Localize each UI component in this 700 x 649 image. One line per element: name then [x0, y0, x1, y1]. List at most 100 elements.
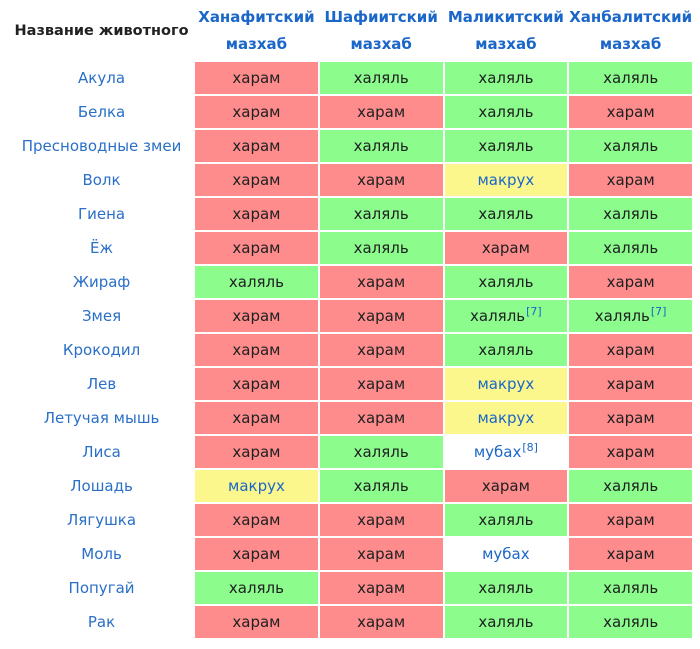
ruling-text: харам — [232, 307, 281, 325]
ruling-text[interactable]: макрух — [228, 477, 285, 495]
column-header-line1: Шафиитский — [324, 8, 438, 26]
ruling-cell-shafii: халяль — [319, 470, 443, 502]
ruling-cell-maliki: халяль — [444, 62, 568, 94]
ruling-text: харам — [357, 307, 406, 325]
ruling-text: харам — [232, 545, 281, 563]
ruling-cell-hanafi: халяль — [195, 572, 318, 604]
ruling-cell-maliki[interactable]: макрух — [444, 402, 568, 434]
ruling-cell-hanbali: халяль — [569, 572, 692, 604]
animal-name-link[interactable]: Акула — [10, 62, 194, 94]
animal-name-link[interactable]: Лев — [10, 368, 194, 400]
ruling-cell-shafii: харам — [319, 266, 443, 298]
footnote-reference[interactable]: [7] — [526, 305, 542, 318]
ruling-text: харам — [232, 341, 281, 359]
table-row: Акула харам халяль халяль халяль — [10, 62, 692, 94]
ruling-text: халяль — [603, 239, 659, 257]
ruling-text[interactable]: макрух — [477, 171, 535, 189]
ruling-cell-maliki[interactable]: макрух — [444, 164, 568, 196]
ruling-text: халяль — [478, 69, 534, 87]
table-row: Волк харам харам макрух харам — [10, 164, 692, 196]
column-header-hanafi[interactable]: Ханафитский мазхаб — [195, 2, 318, 60]
ruling-cell-hanafi: харам — [195, 130, 318, 162]
column-header-line1: Ханафитский — [198, 8, 315, 26]
ruling-text[interactable]: мубах — [473, 443, 522, 461]
ruling-cell-hanafi: харам — [195, 300, 318, 332]
ruling-cell-shafii: харам — [319, 368, 443, 400]
column-header-line2: мазхаб — [350, 35, 412, 53]
animal-name-link[interactable]: Лягушка — [10, 504, 194, 536]
animal-name-link[interactable]: Пресноводные змеи — [10, 130, 194, 162]
animal-name-link[interactable]: Лошадь — [10, 470, 194, 502]
footnote-reference[interactable]: [8] — [522, 441, 538, 454]
table-row: Рак харам харам халяль халяль — [10, 606, 692, 638]
ruling-text: халяль — [603, 579, 659, 597]
ruling-cell-hanafi: харам — [195, 402, 318, 434]
ruling-cell-hanafi: харам — [195, 606, 318, 638]
table-row: Белка харам харам халяль харам — [10, 96, 692, 128]
animal-name-link[interactable]: Рак — [10, 606, 194, 638]
column-header-hanbali[interactable]: Ханбалитский мазхаб — [569, 2, 692, 60]
ruling-cell-maliki[interactable]: мубах — [444, 538, 568, 570]
ruling-text: халяль — [353, 69, 409, 87]
ruling-text: халяль — [603, 477, 659, 495]
footnote-reference[interactable]: [7] — [650, 305, 667, 318]
ruling-cell-hanafi[interactable]: макрух — [195, 470, 318, 502]
ruling-cell-hanbali: халяль — [569, 62, 692, 94]
ruling-text: халяль — [603, 613, 659, 631]
ruling-cell-shafii: халяль — [319, 62, 443, 94]
animal-name-link[interactable]: Белка — [10, 96, 194, 128]
animal-name-link[interactable]: Волк — [10, 164, 194, 196]
ruling-text: харам — [606, 545, 655, 563]
ruling-text: харам — [232, 511, 281, 529]
animal-name-link[interactable]: Моль — [10, 538, 194, 570]
table-row: Крокодил харам харам халяль харам — [10, 334, 692, 366]
ruling-text: харам — [357, 545, 406, 563]
ruling-text: халяль — [603, 137, 659, 155]
ruling-text[interactable]: макрух — [477, 409, 535, 427]
ruling-text: халяль — [478, 103, 534, 121]
ruling-cell-maliki: халяль[7] — [444, 300, 568, 332]
column-header-shafii[interactable]: Шафиитский мазхаб — [319, 2, 443, 60]
ruling-text: халяль — [478, 613, 534, 631]
ruling-cell-hanbali: харам — [569, 334, 692, 366]
animal-name-link[interactable]: Попугай — [10, 572, 194, 604]
ruling-text: халяль — [353, 443, 409, 461]
ruling-text[interactable]: макрух — [477, 375, 535, 393]
ruling-text: харам — [481, 239, 530, 257]
table-row: Змея харам харам халяль[7] халяль[7] — [10, 300, 692, 332]
ruling-text: харам — [606, 511, 655, 529]
animal-name-link[interactable]: Гиена — [10, 198, 194, 230]
animal-name-link[interactable]: Ёж — [10, 232, 194, 264]
animal-name-link[interactable]: Змея — [10, 300, 194, 332]
ruling-text: халяль — [353, 205, 409, 223]
ruling-text[interactable]: мубах — [482, 545, 530, 563]
ruling-cell-shafii: харам — [319, 300, 443, 332]
ruling-cell-maliki: халяль — [444, 96, 568, 128]
ruling-cell-maliki[interactable]: макрух — [444, 368, 568, 400]
table-row: Лягушка харам харам халяль харам — [10, 504, 692, 536]
ruling-cell-maliki: халяль — [444, 130, 568, 162]
ruling-cell-hanafi: харам — [195, 504, 318, 536]
ruling-text: халяль — [603, 205, 659, 223]
ruling-text: харам — [357, 579, 406, 597]
ruling-text: харам — [606, 171, 655, 189]
ruling-text: харам — [232, 205, 281, 223]
animal-name-link[interactable]: Лиса — [10, 436, 194, 468]
header-row: Название животного Ханафитский мазхаб Ша… — [10, 2, 692, 60]
table-body: Акула харам халяль халяль халяль Белка харам ха… — [10, 62, 692, 638]
column-header-line1: Маликитский — [447, 8, 564, 26]
animal-name-link[interactable]: Жираф — [10, 266, 194, 298]
ruling-text: халяль — [478, 341, 534, 359]
ruling-cell-hanbali: харам — [569, 164, 692, 196]
ruling-cell-maliki[interactable]: мубах[8] — [444, 436, 568, 468]
animal-name-link[interactable]: Летучая мышь — [10, 402, 194, 434]
ruling-text: халяль — [353, 477, 409, 495]
ruling-cell-hanafi: харам — [195, 164, 318, 196]
ruling-cell-hanbali: харам — [569, 504, 692, 536]
ruling-cell-hanbali: харам — [569, 436, 692, 468]
ruling-cell-maliki: харам — [444, 470, 568, 502]
column-header-maliki[interactable]: Маликитский мазхаб — [444, 2, 568, 60]
animal-name-link[interactable]: Крокодил — [10, 334, 194, 366]
ruling-text: харам — [357, 613, 406, 631]
ruling-text: харам — [606, 409, 655, 427]
